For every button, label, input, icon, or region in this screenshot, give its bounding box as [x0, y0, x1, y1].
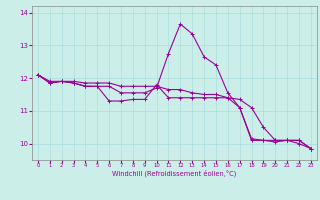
X-axis label: Windchill (Refroidissement éolien,°C): Windchill (Refroidissement éolien,°C) — [112, 170, 236, 177]
